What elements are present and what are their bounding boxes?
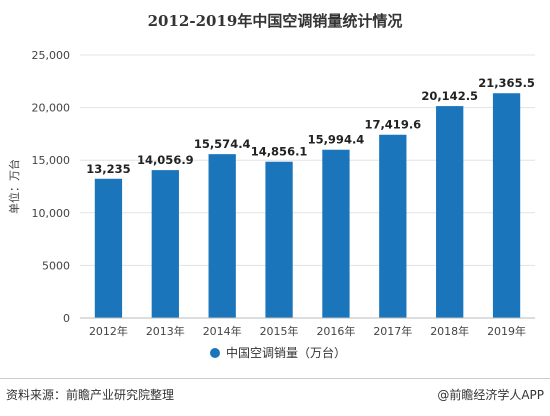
bar: [265, 161, 293, 318]
x-axis-ticks: 2012年 2013年 2014年 2015年 2016年 2017年 2018年 2019年: [89, 324, 526, 338]
source-note: 资料来源：前瞻产业研究院整理: [6, 388, 175, 402]
data-label: 15,574.4: [194, 137, 251, 151]
y-axis-ticks: 0 5000 10,000 15,000 20,000 25,000: [32, 49, 71, 325]
x-tick-label: 2013年: [146, 324, 185, 338]
x-tick-label: 2014年: [203, 324, 242, 338]
brand-credit: @前瞻经济学人APP: [437, 388, 544, 402]
x-tick-label: 2016年: [316, 324, 355, 338]
chart-title: 2012-2019年中国空调销量统计情况: [147, 12, 403, 30]
data-label: 14,056.9: [137, 153, 194, 167]
data-label: 21,365.5: [478, 76, 535, 90]
data-labels: 13,235 14,056.915,574.414,856.115,994.417…: [86, 76, 535, 176]
x-tick-label: 2019年: [487, 324, 526, 338]
x-tick-label: 2012年: [89, 324, 128, 338]
y-tick-label: 5000: [42, 259, 70, 272]
y-tick-label: 0: [63, 312, 70, 325]
bars: [94, 93, 521, 319]
bar: [322, 149, 350, 318]
bar-chart: 0 5000 10,000 15,000 20,000 25,000 13,235 14,0…: [7, 49, 535, 360]
data-label: 14,856.1: [251, 145, 308, 159]
bar: [208, 154, 236, 318]
data-label: 15,994.4: [308, 133, 365, 147]
legend: 中国空调销量（万台）: [210, 345, 346, 360]
bar: [151, 170, 179, 318]
y-axis-label: 单位：万台: [7, 159, 21, 214]
footer-divider: [0, 378, 550, 379]
legend-label: 中国空调销量（万台）: [226, 345, 346, 360]
y-tick-label: 25,000: [32, 49, 71, 62]
y-tick-label: 10,000: [32, 207, 71, 220]
bar: [379, 134, 407, 318]
x-tick-label: 2015年: [260, 324, 299, 338]
y-tick-label: 20,000: [32, 102, 71, 115]
bar: [436, 106, 464, 319]
data-label: 13,235: [86, 162, 130, 176]
x-tick-label: 2018年: [430, 324, 469, 338]
x-tick-label: 2017年: [373, 324, 412, 338]
bar: [492, 93, 521, 318]
bar: [94, 178, 123, 318]
y-tick-label: 15,000: [32, 154, 71, 167]
data-label: 20,142.5: [421, 89, 478, 103]
data-label: 17,419.6: [364, 118, 421, 132]
legend-marker: [210, 348, 220, 358]
